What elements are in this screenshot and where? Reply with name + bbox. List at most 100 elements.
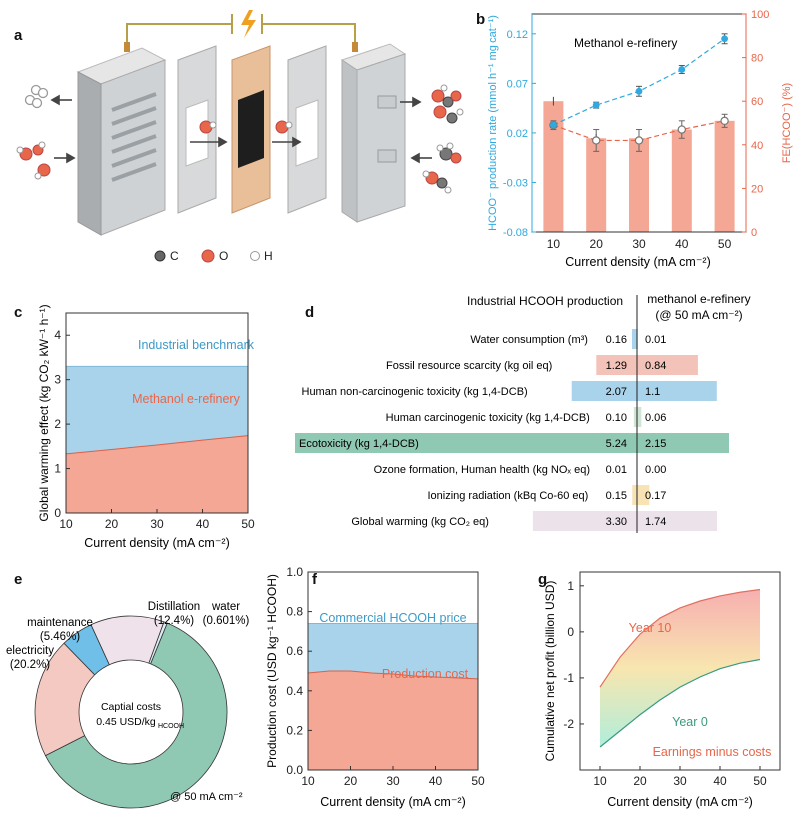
chart-e-center-line2: 0.45 USD/kg — [96, 716, 156, 728]
c-y-tick-0: 0 — [54, 506, 61, 520]
left-end-plate — [76, 42, 167, 236]
formate-molecules-outlet — [431, 84, 464, 124]
chart-e-center-sub: HCOOH — [158, 723, 184, 730]
d-row-label-0: Water consumption (m³) — [470, 334, 588, 346]
d-bar-row-3 — [633, 407, 642, 427]
c-x-tick-2: 30 — [150, 517, 164, 531]
g-x-tick-3: 40 — [713, 774, 727, 788]
fe-bar-10 — [543, 101, 564, 232]
g-x-tick-4: 50 — [753, 774, 767, 788]
d-row-industrial-7: 3.30 — [606, 516, 627, 528]
chart-c-xlabel: Current density (mA cm⁻²) — [84, 536, 230, 550]
d-row-erefinery-0: 0.01 — [645, 334, 666, 346]
chart-c-ylabel: Global warming effect (kg CO₂ kW⁻¹ h⁻¹) — [37, 304, 51, 521]
c-area-bottom — [66, 435, 248, 513]
panel-e-chart: e Captial costs 0.45 USD/kg HCOOH Methan… — [6, 571, 250, 809]
atom-legend: C O H — [154, 249, 273, 263]
d-bar-row-2 — [571, 381, 717, 401]
rate-point-40 — [678, 66, 686, 73]
g-y-tick-2: -1 — [563, 671, 574, 685]
c-area-top — [66, 366, 248, 454]
g-y-tick-0: 1 — [567, 579, 574, 593]
e-pct-distillation: (12.4%) — [154, 615, 194, 627]
d-row-erefinery-3: 0.06 — [645, 412, 666, 424]
c-label-bottom: Methanol e-refinery — [132, 392, 240, 406]
d-row-industrial-5: 0.01 — [606, 464, 627, 476]
c-y-tick-3: 3 — [54, 373, 61, 387]
b-x-tick-0: 10 — [547, 237, 561, 251]
gasket-left — [177, 45, 217, 214]
panel-label-c: c — [14, 304, 22, 321]
chart-b-xlabel: Current density (mA cm⁻²) — [565, 255, 711, 269]
panel-a: a — [14, 10, 464, 263]
fe-bar-40 — [671, 129, 692, 232]
d-row-industrial-1: 1.29 — [606, 360, 627, 372]
panel-label-g: g — [538, 571, 547, 588]
flow-arrows — [50, 94, 432, 164]
chart-e-center-line1: Captial costs — [101, 701, 161, 713]
circuit-wire — [126, 23, 356, 45]
b-right-tick-0: 100 — [751, 9, 769, 21]
b-x-tick-1: 20 — [590, 237, 604, 251]
b-left-tick-4: -0.08 — [503, 227, 528, 239]
d-bar-row-0 — [631, 329, 638, 349]
b-right-tick-2: 60 — [751, 96, 763, 108]
c-label-top: Industrial benchmark — [138, 338, 255, 352]
chart-b-ylabel-right: FE(HCOO⁻) (%) — [781, 83, 793, 163]
b-left-tick-1: 0.07 — [507, 78, 528, 90]
hydroxide-ions — [199, 120, 293, 134]
rate-dashed-line — [553, 38, 725, 126]
d-bar-row-7 — [532, 511, 717, 531]
c-x-tick-3: 40 — [196, 517, 210, 531]
rate-point-50 — [721, 35, 728, 43]
f-y-tick-4: 0.8 — [286, 605, 303, 619]
membrane-electrode — [231, 45, 271, 214]
hydrogen-molecules — [24, 84, 49, 109]
c-line-bottom — [65, 435, 249, 455]
d-bar-row-1 — [596, 355, 698, 375]
chart-d-title-right: methanol e-refinery — [647, 292, 750, 306]
d-row-label-7: Global warming (kg CO₂ eq) — [351, 516, 489, 528]
methanol-molecules-inlet — [16, 141, 51, 180]
f-y-tick-1: 0.2 — [286, 723, 303, 737]
fe-bar-30 — [629, 138, 649, 232]
fe-circle-point-20 — [591, 136, 601, 145]
e-pct-maintenance: (5.46%) — [40, 631, 80, 643]
f-x-tick-2: 30 — [386, 774, 400, 788]
rate-point-30 — [635, 87, 643, 95]
fe-circle-point-40 — [677, 125, 686, 134]
chart-g-ylabel: Cumulative net profit (billion USD) — [543, 581, 557, 762]
c-y-tick-1: 1 — [54, 462, 61, 476]
f-label-bottom: Production cost — [382, 667, 469, 681]
chart-b-ylabel-left: HCOO⁻ production rate (mmol h⁻¹ mg cat⁻¹… — [487, 15, 499, 231]
d-row-erefinery-2: 1.1 — [645, 386, 660, 398]
chart-f-ylabel: Production cost (USD kg⁻¹ HCOOH) — [265, 574, 279, 768]
panel-label-a: a — [14, 27, 23, 44]
c-x-tick-4: 50 — [241, 517, 255, 531]
e-label-electricity: electricity — [6, 645, 54, 657]
b-left-tick-0: 0.12 — [507, 29, 528, 41]
d-row-label-2: Human non-carcinogenic toxicity (kg 1,4-… — [302, 386, 528, 398]
d-row-industrial-4: 5.24 — [606, 438, 627, 450]
panel-b-chart: b Methanol e-refinery 0.12 0.07 0.02 -0.03 -… — [476, 9, 793, 269]
fe-circle-point-30 — [634, 136, 644, 145]
c-y-tick-2: 2 — [54, 417, 61, 431]
rate-point-20 — [592, 101, 600, 109]
f-area-top — [308, 623, 478, 679]
chart-d-title-left: Industrial HCOOH production — [467, 294, 623, 308]
chart-d-title-right-sub: (@ 50 mA cm⁻²) — [655, 308, 742, 322]
f-line-bottom — [307, 670, 479, 680]
e-pct-water: (0.601%) — [203, 615, 250, 627]
d-row-label-3: Human carcinogenic toxicity (kg 1,4-DCB) — [386, 412, 590, 424]
b-x-tick-4: 50 — [718, 237, 732, 251]
e-label-maintenance: maintenance — [27, 617, 93, 629]
g-x-tick-0: 10 — [593, 774, 607, 788]
d-bar-row-4 — [295, 433, 729, 453]
c-x-tick-0: 10 — [59, 517, 73, 531]
chart-b-title: Methanol e-refinery — [574, 36, 677, 50]
chart-g-xlabel: Current density (mA cm⁻²) — [607, 795, 753, 809]
f-y-tick-2: 0.4 — [286, 684, 303, 698]
right-end-plate — [340, 42, 407, 223]
f-x-tick-4: 50 — [471, 774, 485, 788]
